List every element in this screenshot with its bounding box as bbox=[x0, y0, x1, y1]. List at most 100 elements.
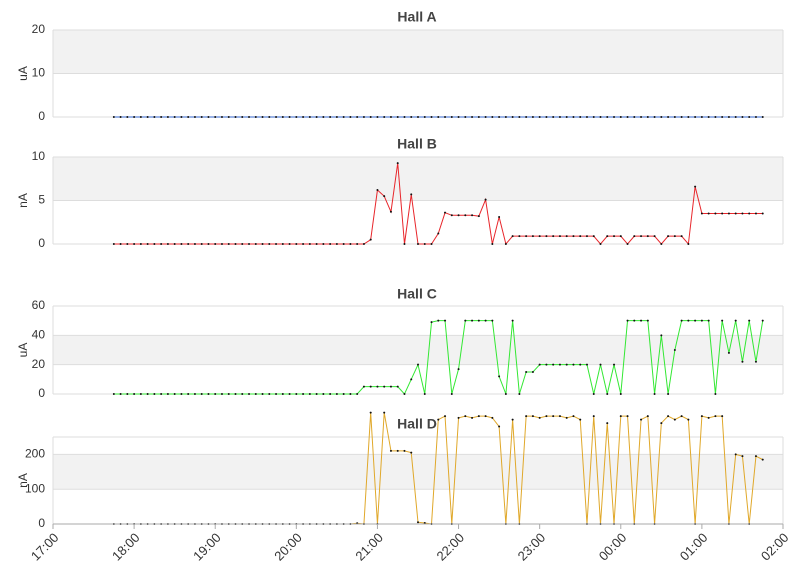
data-point bbox=[173, 116, 176, 118]
data-point bbox=[450, 393, 453, 395]
data-point bbox=[498, 425, 501, 428]
data-point bbox=[680, 415, 683, 418]
data-point bbox=[700, 319, 703, 322]
data-point bbox=[727, 351, 730, 354]
data-point bbox=[491, 416, 494, 419]
data-point bbox=[687, 116, 690, 118]
data-point bbox=[477, 116, 480, 118]
data-point bbox=[477, 215, 480, 218]
data-point bbox=[667, 393, 670, 395]
data-point bbox=[227, 393, 230, 395]
data-point bbox=[687, 418, 690, 421]
data-point bbox=[558, 363, 561, 366]
data-point bbox=[153, 243, 156, 245]
data-point bbox=[646, 319, 649, 322]
data-point bbox=[518, 116, 521, 118]
data-point bbox=[660, 334, 663, 337]
grid-band bbox=[53, 30, 783, 74]
data-point bbox=[302, 393, 305, 395]
data-point bbox=[444, 319, 447, 322]
data-point bbox=[200, 393, 203, 395]
data-point bbox=[572, 235, 575, 238]
data-point bbox=[126, 243, 129, 245]
data-point bbox=[403, 116, 406, 118]
data-point bbox=[295, 393, 298, 395]
data-point bbox=[227, 116, 230, 118]
data-point bbox=[748, 116, 751, 118]
data-point bbox=[356, 243, 359, 245]
data-point bbox=[538, 235, 541, 238]
data-point bbox=[410, 193, 413, 196]
data-point bbox=[680, 319, 683, 322]
data-point bbox=[640, 235, 643, 238]
data-point bbox=[383, 385, 386, 388]
data-point bbox=[714, 116, 717, 118]
data-point bbox=[308, 393, 311, 395]
data-point bbox=[673, 349, 676, 351]
data-point bbox=[660, 243, 663, 245]
data-point bbox=[369, 116, 372, 118]
data-point bbox=[119, 243, 122, 245]
data-point bbox=[396, 385, 399, 388]
data-point bbox=[214, 243, 217, 245]
data-point bbox=[727, 212, 730, 215]
data-point bbox=[633, 116, 636, 118]
data-point bbox=[133, 243, 136, 245]
data-point bbox=[741, 212, 744, 215]
data-point bbox=[376, 189, 379, 192]
data-point bbox=[288, 243, 291, 245]
data-point bbox=[146, 116, 149, 118]
data-point bbox=[396, 449, 399, 452]
data-point bbox=[572, 363, 575, 366]
data-point bbox=[748, 319, 751, 322]
data-point bbox=[234, 393, 237, 395]
data-point bbox=[281, 393, 284, 395]
data-point bbox=[754, 212, 757, 215]
data-point bbox=[444, 211, 447, 214]
data-point bbox=[369, 411, 372, 414]
data-point bbox=[531, 235, 534, 238]
data-point bbox=[302, 243, 305, 245]
data-point bbox=[477, 415, 480, 418]
chart-title: Hall C bbox=[397, 286, 437, 302]
data-point bbox=[613, 116, 616, 118]
data-point bbox=[633, 319, 636, 322]
data-point bbox=[619, 116, 622, 118]
data-point bbox=[531, 371, 534, 373]
data-point bbox=[518, 235, 521, 238]
data-point bbox=[525, 116, 528, 118]
data-point bbox=[362, 243, 365, 245]
data-point bbox=[437, 232, 440, 235]
data-point bbox=[403, 393, 406, 395]
data-point bbox=[275, 243, 278, 245]
data-point bbox=[518, 393, 521, 395]
data-point bbox=[714, 415, 717, 418]
data-point bbox=[166, 116, 169, 118]
data-point bbox=[694, 116, 697, 118]
x-tick-label: 22:00 bbox=[433, 530, 467, 564]
data-point bbox=[687, 243, 690, 245]
y-tick-label: 0 bbox=[38, 236, 45, 250]
data-point bbox=[112, 116, 115, 118]
data-point bbox=[592, 235, 595, 238]
data-point bbox=[112, 243, 115, 245]
data-point bbox=[362, 116, 365, 118]
data-point bbox=[119, 393, 122, 395]
data-point bbox=[187, 393, 190, 395]
data-point bbox=[673, 418, 676, 421]
data-point bbox=[660, 422, 663, 425]
data-point bbox=[606, 116, 609, 118]
data-point bbox=[707, 116, 710, 118]
data-point bbox=[538, 416, 541, 419]
data-point bbox=[356, 393, 359, 395]
data-point bbox=[417, 521, 419, 524]
data-point bbox=[464, 415, 467, 418]
data-point bbox=[646, 415, 649, 418]
data-point bbox=[585, 116, 588, 118]
data-point bbox=[734, 116, 737, 118]
data-point bbox=[572, 415, 575, 418]
data-point bbox=[484, 198, 487, 201]
data-point bbox=[457, 416, 460, 419]
data-point bbox=[707, 212, 710, 215]
y-axis-label: uA bbox=[16, 66, 30, 81]
